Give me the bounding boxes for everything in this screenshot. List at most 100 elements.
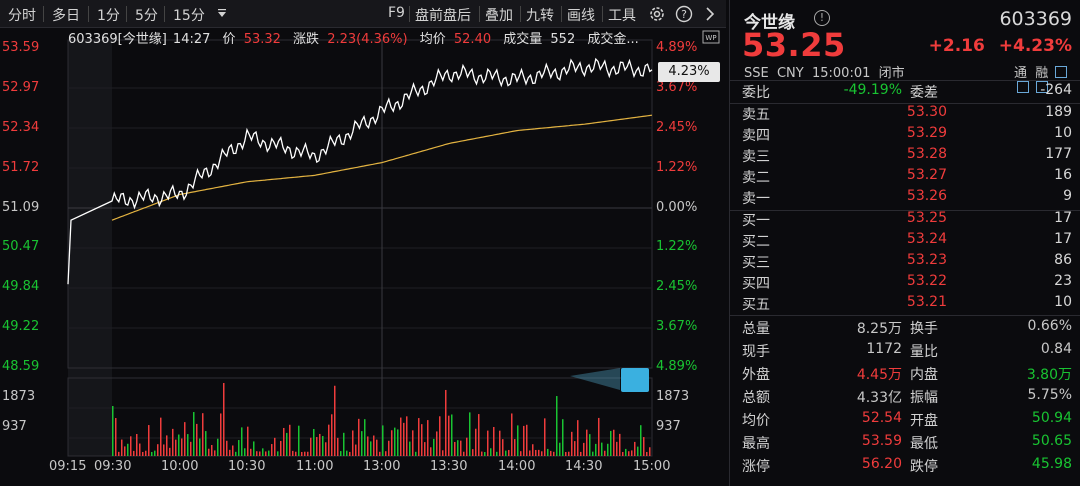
overlay-button[interactable]: 叠加	[485, 8, 513, 24]
stat-value: 52.54	[861, 410, 902, 426]
volume-bar	[184, 422, 186, 456]
volume-bar	[268, 450, 270, 456]
volume-bar	[523, 425, 525, 456]
weicha-value: -264	[1040, 82, 1072, 98]
order-book-row[interactable]: 买三 53.23 86	[742, 252, 1072, 274]
volume-bar	[409, 441, 411, 456]
order-book-row[interactable]: 卖四 53.29 10	[742, 125, 1072, 147]
f9-button[interactable]: F9	[388, 5, 405, 21]
volume-bar	[403, 422, 405, 456]
volume-bar	[436, 431, 438, 456]
volume-bar	[163, 444, 165, 456]
volume-bar	[529, 450, 531, 456]
volume-bar	[484, 451, 486, 456]
volume-bar	[502, 439, 504, 456]
last-price: 53.25	[742, 26, 846, 64]
volume-bar	[619, 433, 621, 456]
draw-line-button[interactable]: 画线	[567, 8, 595, 24]
period-dropdown-icon[interactable]	[212, 4, 232, 24]
volume-bar	[310, 437, 312, 456]
volume-bar	[196, 423, 198, 456]
chevron-right-icon[interactable]	[700, 4, 720, 24]
level-volume: 17	[1054, 231, 1072, 247]
grid-icon[interactable]	[1036, 81, 1049, 93]
volume-bar	[541, 451, 543, 456]
order-book-row[interactable]: 买四 53.22 23	[742, 273, 1072, 295]
level-label: 卖四	[742, 128, 770, 144]
volume-bar	[112, 406, 114, 456]
volume-bar	[622, 451, 624, 456]
order-book-row[interactable]: 卖五 53.30 189	[742, 104, 1072, 126]
margin-tags: 通 融	[1014, 62, 1080, 96]
volume-bar	[571, 431, 573, 456]
pre-post-market-button[interactable]: 盘前盘后	[415, 8, 471, 24]
order-book-row[interactable]: 卖二 53.27 16	[742, 167, 1072, 189]
toolbar-divider	[88, 6, 89, 22]
image-icon[interactable]	[1017, 81, 1029, 93]
order-book-row[interactable]: 卖三 53.28 177	[742, 146, 1072, 168]
order-book-row[interactable]: 买一 53.25 17	[742, 210, 1072, 232]
volume-bar	[277, 451, 279, 456]
level-volume: 10	[1054, 294, 1072, 310]
level-label: 买五	[742, 297, 770, 313]
order-book-row[interactable]: 买二 53.24 17	[742, 231, 1072, 253]
time-tick: 15:00	[633, 459, 671, 474]
volume-bar	[535, 449, 537, 456]
volume-bar	[259, 451, 261, 456]
volume-bar	[562, 419, 564, 456]
volume-bar	[358, 418, 360, 456]
volume-bar	[394, 427, 396, 456]
share-icon[interactable]	[1055, 66, 1068, 78]
level-price: 53.28	[906, 146, 947, 162]
level-label: 卖五	[742, 107, 770, 123]
tab-intraday[interactable]: 分时	[8, 8, 36, 24]
percent-tick: 3.67%	[656, 319, 698, 334]
level-price: 53.23	[906, 252, 947, 268]
tab-15min[interactable]: 15分	[173, 8, 205, 24]
price-tick: 53.59	[2, 40, 40, 55]
volume-bar	[178, 434, 180, 456]
help-icon[interactable]: ?	[674, 4, 694, 24]
intraday-chart[interactable]: 603369[今世缘] 14:27 价 53.32 涨跌 2.23(4.36%)…	[0, 28, 726, 486]
wp-icon[interactable]: WP	[702, 30, 720, 46]
change-amount: +2.16	[928, 36, 985, 56]
chart-canvas[interactable]	[0, 28, 726, 486]
volume-bar	[493, 426, 495, 456]
weibi-value: -49.19%	[843, 82, 902, 98]
tab-5min[interactable]: 5分	[135, 8, 158, 24]
volume-bar	[208, 448, 210, 456]
time-tick: 09:30	[94, 459, 132, 474]
level-volume: 10	[1054, 125, 1072, 141]
level-volume: 9	[1063, 188, 1072, 204]
level-label: 卖一	[742, 191, 770, 207]
tab-1min[interactable]: 1分	[97, 8, 120, 24]
stat-label: 现手	[742, 344, 770, 360]
info-icon[interactable]: !	[814, 10, 830, 26]
gear-icon[interactable]	[647, 4, 667, 24]
volume-bar	[328, 424, 330, 456]
level-price: 53.26	[906, 188, 947, 204]
stat-value: 0.84	[1040, 341, 1072, 357]
tab-multi-day[interactable]: 多日	[52, 8, 80, 24]
volume-bar	[307, 451, 309, 456]
volume-bar	[568, 451, 570, 456]
volume-bar	[289, 424, 291, 456]
volume-bar	[604, 450, 606, 456]
volume-bar	[457, 440, 459, 456]
level-label: 卖三	[742, 149, 770, 165]
stat-value: 1172	[866, 341, 902, 357]
stat-value: 53.59	[861, 433, 902, 449]
tools-button[interactable]: 工具	[608, 8, 636, 24]
volume-bar	[550, 450, 552, 456]
volume-bar	[649, 447, 651, 456]
stat-row: 总额 4.33亿 振幅 5.75%	[742, 387, 1072, 409]
volume-bar	[412, 430, 414, 456]
percent-tick: 3.67%	[656, 80, 698, 95]
order-book-row[interactable]: 买五 53.21 10	[742, 294, 1072, 316]
nine-turn-button[interactable]: 九转	[526, 8, 554, 24]
order-book-row[interactable]: 卖一 53.26 9	[742, 188, 1072, 210]
volume-bar	[469, 412, 471, 456]
chart-change-value: 2.23(4.36%)	[327, 32, 408, 47]
weicha-label: 委差	[910, 85, 938, 101]
volume-bar	[544, 418, 546, 456]
